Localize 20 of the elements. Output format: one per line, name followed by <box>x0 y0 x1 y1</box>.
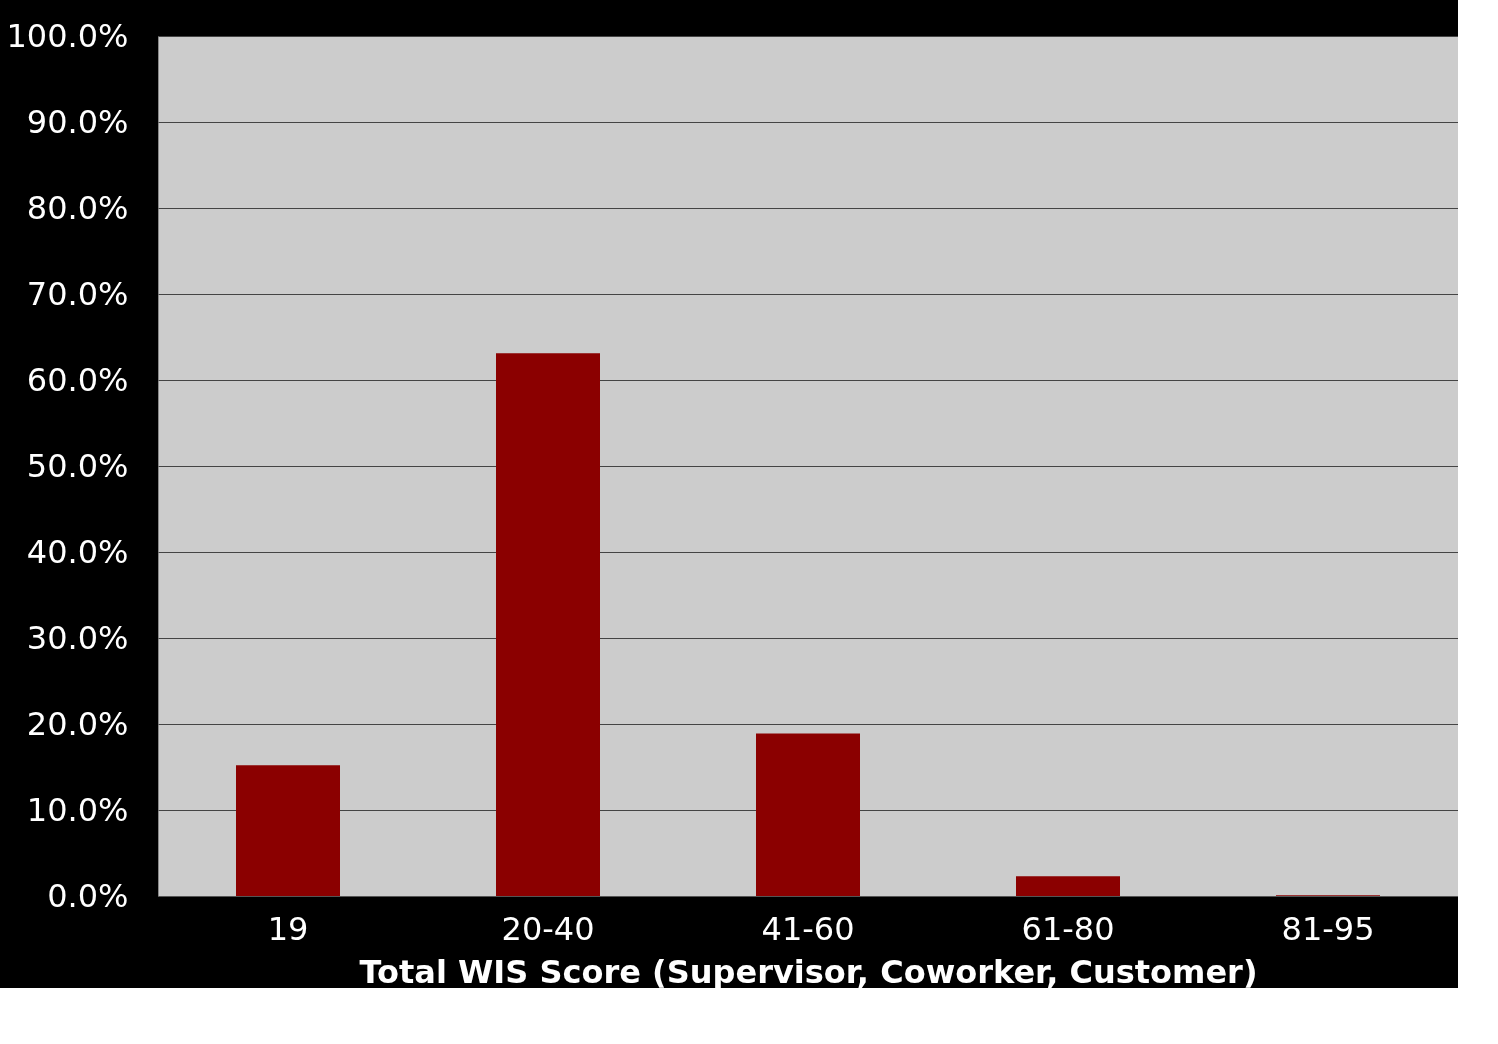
x-tick-label: 20-40 <box>501 909 595 948</box>
y-tick-label: 60.0% <box>26 360 129 399</box>
y-tick-label: 20.0% <box>26 704 129 743</box>
y-tick-label: 0.0% <box>47 876 129 915</box>
y-tick-label: 40.0% <box>26 532 129 571</box>
y-tick-label: 80.0% <box>26 188 129 227</box>
y-tick-label: 90.0% <box>26 102 129 141</box>
bar <box>496 353 600 896</box>
y-tick-label: 30.0% <box>26 618 129 657</box>
bar <box>236 765 340 896</box>
y-tick-label: 100.0% <box>6 16 129 55</box>
y-tick-label: 70.0% <box>26 274 129 313</box>
x-tick-label: 19 <box>267 909 309 948</box>
x-tick-label: 41-60 <box>761 909 855 948</box>
y-tick-label: 10.0% <box>26 790 129 829</box>
y-tick-label: 50.0% <box>26 446 129 485</box>
x-tick-label: 81-95 <box>1281 909 1375 948</box>
bar <box>1016 876 1120 896</box>
bar <box>756 733 860 896</box>
x-tick-label: 61-80 <box>1021 909 1115 948</box>
